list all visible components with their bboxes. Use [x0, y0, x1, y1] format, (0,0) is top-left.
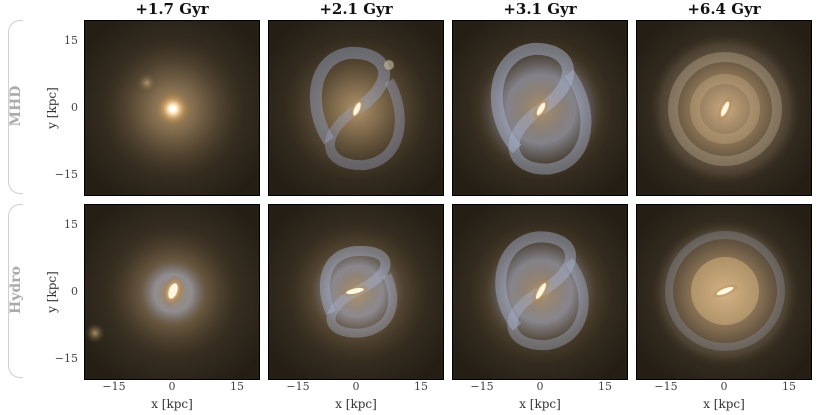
galaxy-panel-hydro-2	[268, 204, 444, 380]
y-tick-label: −15	[54, 168, 78, 181]
galaxy-panel-hydro-1	[84, 204, 260, 380]
column-title: +6.4 Gyr	[687, 0, 761, 18]
y-tick-label: −15	[54, 352, 78, 365]
x-tick-label: −15	[654, 380, 678, 393]
y-tick-label: 15	[64, 218, 78, 231]
galaxy-panel-mhd-4	[636, 20, 812, 196]
x-tick-label: −15	[286, 380, 310, 393]
x-tick-label: −15	[470, 380, 494, 393]
x-tick-label: 15	[782, 380, 796, 393]
x-tick-label: −15	[102, 380, 126, 393]
x-tick-label: 0	[352, 380, 360, 393]
galaxy-panel-mhd-1	[84, 20, 260, 196]
y-tick-label: 0	[71, 101, 78, 114]
x-tick-label: 15	[598, 380, 612, 393]
x-tick-label: 15	[414, 380, 428, 393]
x-axis-label: x [kpc]	[335, 397, 377, 411]
x-axis-label: x [kpc]	[519, 397, 561, 411]
column-title: +3.1 Gyr	[503, 0, 577, 18]
y-tick-label: 15	[64, 34, 78, 47]
x-axis-label: x [kpc]	[703, 397, 745, 411]
column-title: +1.7 Gyr	[135, 0, 209, 18]
galaxy-panel-hydro-4	[636, 204, 812, 380]
row-label: MHD	[8, 85, 24, 127]
galaxy-panel-mhd-2	[268, 20, 444, 196]
x-axis-label: x [kpc]	[151, 397, 193, 411]
x-tick-label: 0	[536, 380, 544, 393]
galaxy-panel-hydro-3	[452, 204, 628, 380]
galaxy-panel-mhd-3	[452, 20, 628, 196]
x-tick-label: 0	[168, 380, 176, 393]
x-tick-label: 0	[720, 380, 728, 393]
column-title: +2.1 Gyr	[319, 0, 393, 18]
y-tick-label: 0	[71, 285, 78, 298]
row-label: Hydro	[8, 266, 24, 314]
x-tick-label: 15	[230, 380, 244, 393]
